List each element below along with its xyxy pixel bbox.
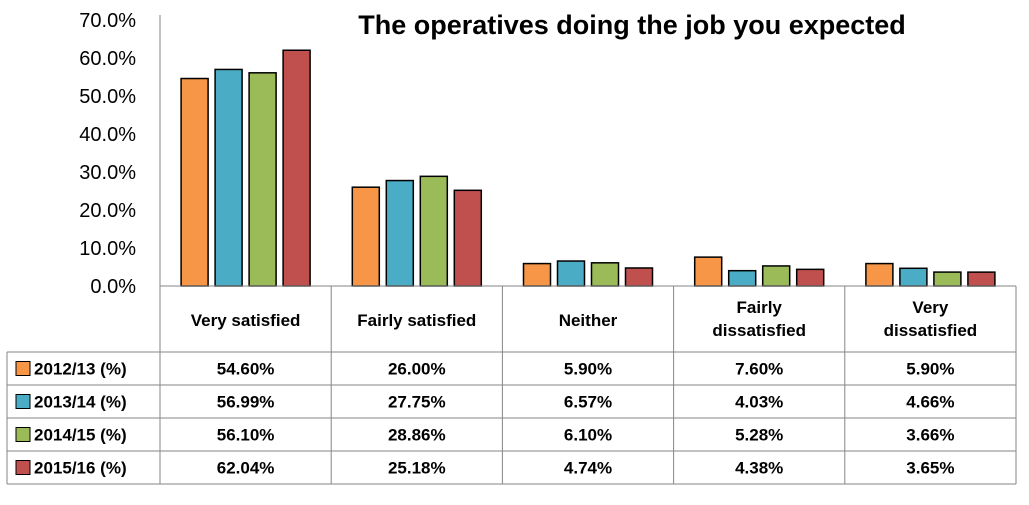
legend-label: 2013/14 (%) xyxy=(34,393,127,412)
data-label: 3.66% xyxy=(906,426,954,445)
y-axis: 0.0% 10.0% 20.0% 30.0% 40.0% 50.0% 60.0% 70.0% xyxy=(79,10,161,298)
y-tick-label: 10.0% xyxy=(79,238,136,260)
bar xyxy=(282,49,311,287)
data-label: 6.10% xyxy=(564,426,612,445)
legend-swatch xyxy=(15,361,31,376)
data-label: 7.60% xyxy=(735,360,783,379)
y-tick-label: 20.0% xyxy=(79,200,136,222)
bar xyxy=(453,189,483,287)
bars-group xyxy=(180,49,996,287)
bar xyxy=(693,256,723,287)
data-label: 5.90% xyxy=(906,360,954,379)
chart-title: The operatives doing the job you expecte… xyxy=(358,10,906,40)
data-table: Very satisfied Fairly satisfied Neither Fai… xyxy=(6,285,1017,485)
legend-label: 2015/16 (%) xyxy=(34,459,127,478)
category-label: dissatisfied xyxy=(884,321,978,340)
data-label: 56.99% xyxy=(217,393,275,412)
bar xyxy=(933,271,962,287)
y-tick-label: 70.0% xyxy=(79,10,136,32)
data-label: 54.60% xyxy=(217,360,275,379)
data-label: 6.57% xyxy=(564,393,612,412)
bar xyxy=(180,77,209,287)
bar xyxy=(556,260,586,287)
data-label: 3.65% xyxy=(906,459,954,478)
category-label: Very xyxy=(912,298,948,317)
data-label: 4.38% xyxy=(735,459,783,478)
data-label: 28.86% xyxy=(388,426,446,445)
bar xyxy=(522,262,552,287)
data-label: 27.75% xyxy=(388,393,446,412)
data-label: 62.04% xyxy=(217,459,275,478)
data-label: 5.28% xyxy=(735,426,783,445)
bar xyxy=(624,267,654,287)
legend-swatch xyxy=(15,460,31,475)
y-tick-label: 60.0% xyxy=(79,48,136,70)
data-label: 5.90% xyxy=(564,360,612,379)
category-label: Neither xyxy=(559,311,618,330)
y-tick-label: 0.0% xyxy=(90,276,136,298)
legend-swatch xyxy=(15,427,31,442)
category-label: Fairly satisfied xyxy=(357,311,476,330)
bar xyxy=(214,68,243,287)
y-tick-label: 50.0% xyxy=(79,86,136,108)
bar xyxy=(727,269,757,287)
bar xyxy=(865,262,894,287)
legend-label: 2012/13 (%) xyxy=(34,360,127,379)
bar xyxy=(795,268,825,287)
data-label: 56.10% xyxy=(217,426,275,445)
bar xyxy=(967,271,996,287)
legend-swatch xyxy=(15,394,31,409)
category-label: Fairly xyxy=(737,298,783,317)
bar xyxy=(351,186,381,287)
category-label: Very satisfied xyxy=(191,311,301,330)
data-label: 26.00% xyxy=(388,360,446,379)
category-label: dissatisfied xyxy=(712,321,806,340)
y-tick-label: 30.0% xyxy=(79,162,136,184)
y-tick-label: 40.0% xyxy=(79,124,136,146)
bar xyxy=(385,179,415,287)
bar xyxy=(419,175,449,287)
bar xyxy=(899,267,928,287)
data-label: 4.66% xyxy=(906,393,954,412)
bar xyxy=(590,262,620,287)
bar xyxy=(248,72,277,287)
bar xyxy=(761,265,791,287)
data-label: 25.18% xyxy=(388,459,446,478)
legend-label: 2014/15 (%) xyxy=(34,426,127,445)
data-label: 4.74% xyxy=(564,459,612,478)
data-label: 4.03% xyxy=(735,393,783,412)
